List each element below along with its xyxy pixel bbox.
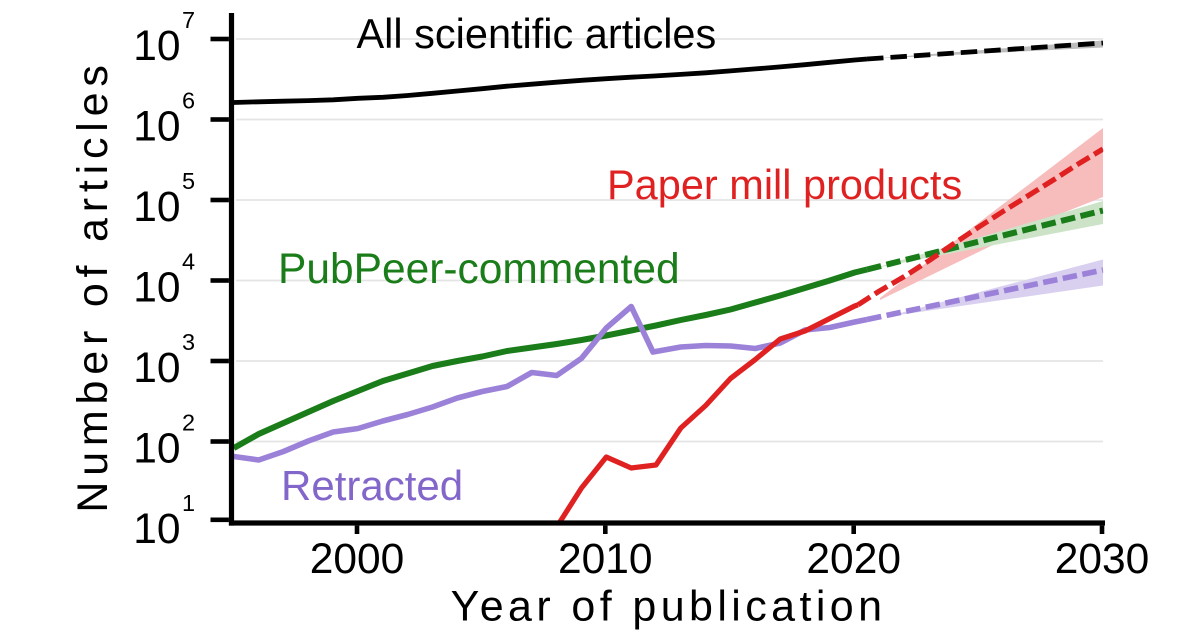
- svg-text:Paper mill products: Paper mill products: [607, 161, 962, 208]
- svg-text:Year of publication: Year of publication: [451, 583, 887, 630]
- svg-text:10: 10: [133, 265, 180, 312]
- svg-text:5: 5: [182, 168, 195, 194]
- svg-text:PubPeer-commented: PubPeer-commented: [278, 246, 680, 293]
- svg-text:10: 10: [133, 23, 180, 70]
- svg-text:Retracted: Retracted: [281, 462, 463, 509]
- svg-text:3: 3: [182, 329, 195, 355]
- svg-text:1: 1: [182, 490, 195, 516]
- svg-text:2: 2: [182, 410, 195, 436]
- svg-text:2000: 2000: [310, 536, 405, 583]
- svg-text:7: 7: [182, 7, 195, 33]
- svg-text:10: 10: [133, 184, 180, 231]
- svg-text:4: 4: [182, 249, 195, 275]
- svg-text:2030: 2030: [1055, 536, 1150, 583]
- svg-text:Number of articles: Number of articles: [69, 59, 117, 512]
- svg-text:10: 10: [133, 104, 180, 151]
- svg-text:2020: 2020: [806, 536, 901, 583]
- svg-text:10: 10: [133, 506, 180, 553]
- svg-text:2010: 2010: [558, 536, 653, 583]
- svg-text:10: 10: [133, 345, 180, 392]
- svg-text:All scientific articles: All scientific articles: [357, 10, 717, 57]
- svg-text:10: 10: [133, 426, 180, 473]
- svg-text:6: 6: [182, 88, 195, 114]
